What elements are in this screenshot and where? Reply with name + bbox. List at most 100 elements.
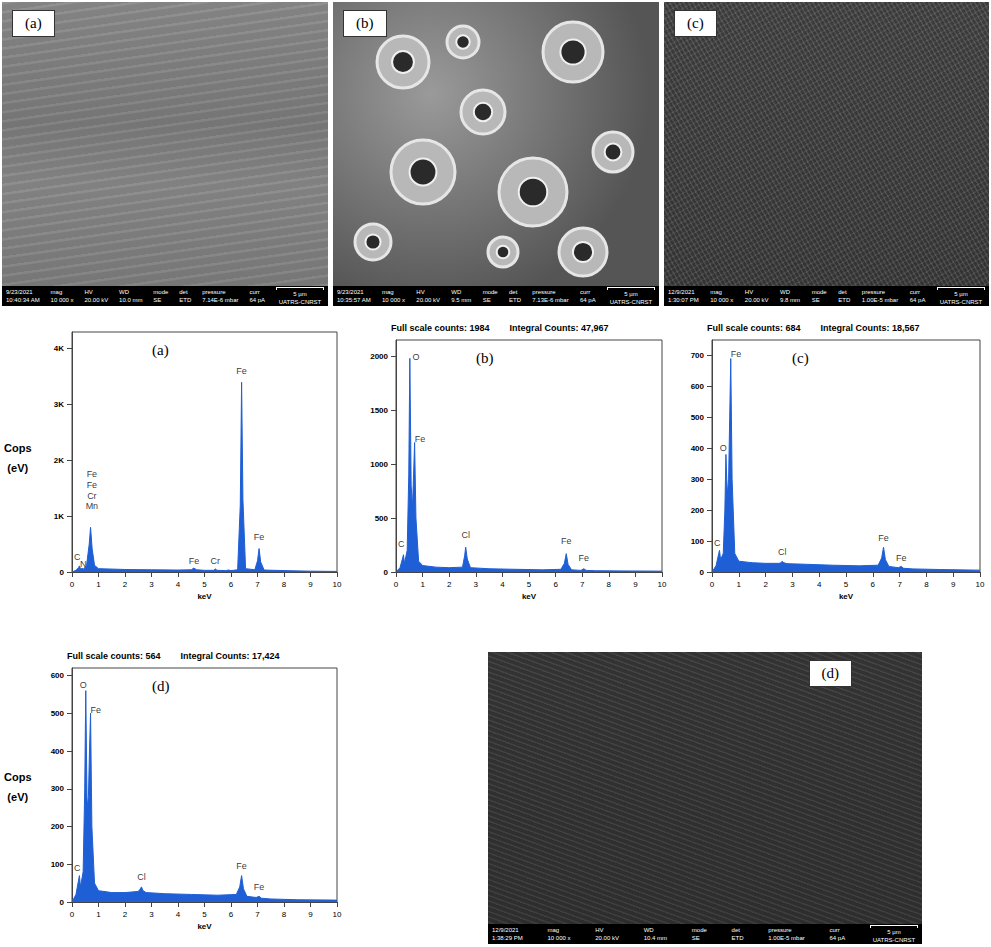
svg-text:C: C — [714, 538, 721, 548]
svg-text:8: 8 — [607, 580, 612, 589]
svg-text:(c): (c) — [792, 350, 809, 367]
svg-text:4: 4 — [817, 580, 822, 589]
svg-text:Full scale counts: 564: Full scale counts: 564 Integral Counts: … — [67, 651, 280, 661]
svg-text:3: 3 — [474, 580, 479, 589]
svg-text:9: 9 — [951, 580, 956, 589]
svg-text:7: 7 — [580, 580, 585, 589]
svg-text:0: 0 — [70, 910, 75, 919]
svg-text:600: 600 — [691, 382, 705, 391]
svg-text:7: 7 — [255, 910, 260, 919]
svg-text:Fe: Fe — [896, 553, 907, 563]
svg-text:Fe: Fe — [87, 469, 98, 479]
svg-text:0: 0 — [700, 568, 705, 577]
svg-text:100: 100 — [691, 537, 705, 546]
svg-text:3: 3 — [149, 910, 154, 919]
svg-text:600: 600 — [51, 671, 65, 680]
svg-text:2: 2 — [123, 910, 128, 919]
svg-text:(b): (b) — [476, 350, 494, 367]
svg-text:500: 500 — [691, 413, 705, 422]
svg-text:Mn: Mn — [86, 501, 99, 511]
svg-text:2: 2 — [763, 580, 768, 589]
svg-text:keV: keV — [197, 592, 212, 601]
svg-text:keV: keV — [522, 592, 537, 601]
svg-text:0: 0 — [60, 568, 65, 577]
svg-text:200: 200 — [51, 822, 65, 831]
svg-text:7: 7 — [255, 580, 260, 589]
svg-text:O: O — [80, 680, 87, 690]
svg-text:100: 100 — [51, 860, 65, 869]
svg-text:(a): (a) — [152, 342, 169, 359]
svg-text:400: 400 — [691, 444, 705, 453]
svg-text:10: 10 — [333, 910, 342, 919]
svg-text:Fe: Fe — [87, 480, 98, 490]
svg-text:9: 9 — [308, 580, 313, 589]
svg-text:3: 3 — [149, 580, 154, 589]
svg-text:Fe: Fe — [254, 532, 265, 542]
svg-text:500: 500 — [51, 709, 65, 718]
svg-text:3: 3 — [790, 580, 795, 589]
svg-text:1K: 1K — [54, 512, 64, 521]
svg-text:5: 5 — [844, 580, 849, 589]
svg-text:keV: keV — [197, 922, 212, 931]
svg-text:6: 6 — [229, 580, 234, 589]
svg-text:300: 300 — [691, 475, 705, 484]
svg-text:6: 6 — [229, 910, 234, 919]
svg-text:7: 7 — [897, 580, 902, 589]
svg-text:8: 8 — [924, 580, 929, 589]
svg-text:10: 10 — [333, 580, 342, 589]
svg-text:3K: 3K — [54, 400, 64, 409]
svg-text:Fe: Fe — [731, 349, 742, 359]
svg-text:Fe: Fe — [415, 434, 426, 444]
svg-text:700: 700 — [691, 351, 705, 360]
svg-text:Cl: Cl — [461, 530, 470, 540]
svg-text:6: 6 — [553, 580, 558, 589]
svg-text:9: 9 — [633, 580, 638, 589]
svg-text:0: 0 — [70, 580, 75, 589]
svg-text:O: O — [412, 352, 419, 362]
svg-text:2: 2 — [123, 580, 128, 589]
svg-text:5: 5 — [527, 580, 532, 589]
svg-text:10: 10 — [976, 580, 985, 589]
svg-text:200: 200 — [691, 506, 705, 515]
svg-text:Fe: Fe — [91, 705, 102, 715]
svg-text:4: 4 — [176, 580, 181, 589]
svg-text:2000: 2000 — [370, 352, 388, 361]
svg-text:Fe: Fe — [189, 556, 200, 566]
svg-text:Full scale counts: 684: Full scale counts: 684 Integral Counts: … — [707, 323, 920, 333]
svg-text:1: 1 — [420, 580, 425, 589]
svg-text:Cl: Cl — [137, 872, 146, 882]
svg-text:Fe: Fe — [579, 553, 590, 563]
svg-text:4: 4 — [176, 910, 181, 919]
svg-text:Fe: Fe — [236, 861, 247, 871]
svg-text:4: 4 — [500, 580, 505, 589]
svg-text:2: 2 — [447, 580, 452, 589]
svg-text:10: 10 — [658, 580, 667, 589]
svg-text:5: 5 — [202, 910, 207, 919]
svg-text:6: 6 — [871, 580, 876, 589]
svg-text:2K: 2K — [54, 456, 64, 465]
svg-text:0: 0 — [60, 898, 65, 907]
svg-text:1: 1 — [96, 580, 101, 589]
svg-text:Fe: Fe — [878, 533, 889, 543]
svg-text:500: 500 — [375, 514, 389, 523]
svg-text:300: 300 — [51, 784, 65, 793]
svg-text:Fe: Fe — [236, 366, 247, 376]
svg-text:1500: 1500 — [370, 406, 388, 415]
svg-text:(d): (d) — [152, 678, 170, 695]
svg-text:C: C — [74, 863, 81, 873]
svg-text:1: 1 — [737, 580, 742, 589]
svg-text:Cr: Cr — [211, 556, 221, 566]
svg-text:Cr: Cr — [87, 491, 97, 501]
svg-text:Full scale counts: 1984: Full scale counts: 1984 Integral Counts:… — [391, 323, 609, 333]
svg-text:Fe: Fe — [561, 536, 572, 546]
svg-text:keV: keV — [839, 592, 854, 601]
svg-text:C: C — [398, 539, 405, 549]
svg-text:4K: 4K — [54, 344, 64, 353]
svg-text:8: 8 — [282, 580, 287, 589]
svg-text:400: 400 — [51, 747, 65, 756]
svg-text:Fe: Fe — [254, 882, 265, 892]
svg-text:5: 5 — [202, 580, 207, 589]
svg-text:0: 0 — [394, 580, 399, 589]
svg-text:1000: 1000 — [370, 460, 388, 469]
svg-text:0: 0 — [710, 580, 715, 589]
